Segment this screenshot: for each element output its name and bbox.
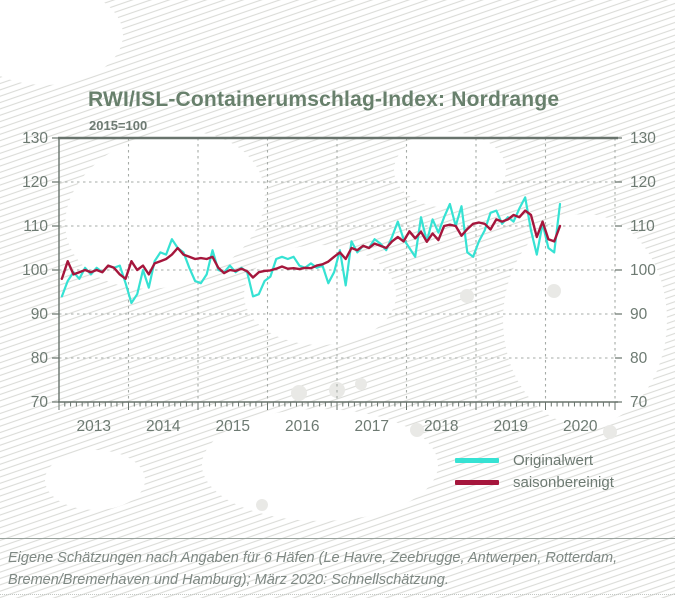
saisonbereinigt-line-swatch [455, 479, 499, 485]
svg-text:80: 80 [630, 350, 648, 367]
map-white-regions [0, 0, 667, 521]
svg-text:2016: 2016 [285, 418, 319, 435]
svg-text:110: 110 [630, 218, 655, 235]
svg-text:100: 100 [22, 262, 48, 279]
series-line-saisonbereinigt [60, 209, 562, 280]
footer: Eigene Schätzungen nach Angaben für 6 Hä… [0, 538, 675, 591]
svg-text:2019: 2019 [494, 418, 528, 435]
source-note: Eigene Schätzungen nach Angaben für 6 Hä… [8, 550, 618, 588]
svg-text:130: 130 [630, 130, 656, 147]
legend-label: Originalwert [513, 451, 594, 469]
chart-title: RWI/ISL-Containerumschlag-Index: Nordran… [88, 88, 560, 111]
svg-text:120: 120 [630, 174, 656, 191]
originalwert-line-swatch [455, 457, 499, 463]
chart-subtitle: 2015=100 [89, 118, 148, 133]
x-axis-labels: 2013 2014 2015 2016 2017 2018 2019 2020 [77, 418, 598, 435]
svg-text:130: 130 [22, 130, 48, 147]
svg-text:70: 70 [630, 394, 648, 411]
svg-text:80: 80 [31, 350, 49, 367]
svg-text:2013: 2013 [77, 418, 111, 435]
svg-text:2020: 2020 [563, 418, 598, 435]
legend-item-saisonbereinigt: saisonbereinigt [455, 471, 614, 493]
svg-text:90: 90 [630, 306, 648, 323]
svg-text:120: 120 [22, 174, 48, 191]
svg-text:110: 110 [23, 218, 48, 235]
series-line-originalwert [60, 196, 562, 305]
y-axis-ticks [52, 137, 622, 403]
svg-text:2015: 2015 [216, 418, 250, 435]
legend-item-originalwert: Originalwert [455, 449, 614, 471]
svg-text:90: 90 [31, 306, 49, 323]
month-ticks [58, 402, 616, 410]
legend-label: saisonbereinigt [513, 473, 614, 491]
bottom-rule [0, 594, 675, 595]
y-axis-labels: 70 70 80 80 90 90 100 100 110 110 120 120 130 130 [22, 130, 656, 411]
svg-text:70: 70 [31, 394, 49, 411]
svg-text:2014: 2014 [146, 418, 181, 435]
chart-legend: Originalwert saisonbereinigt [455, 449, 614, 493]
svg-text:100: 100 [630, 262, 656, 279]
svg-text:2017: 2017 [355, 418, 389, 435]
svg-text:2018: 2018 [424, 418, 458, 435]
